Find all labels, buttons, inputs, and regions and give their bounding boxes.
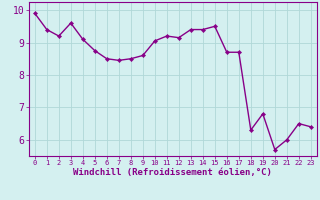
X-axis label: Windchill (Refroidissement éolien,°C): Windchill (Refroidissement éolien,°C) [73, 168, 272, 177]
